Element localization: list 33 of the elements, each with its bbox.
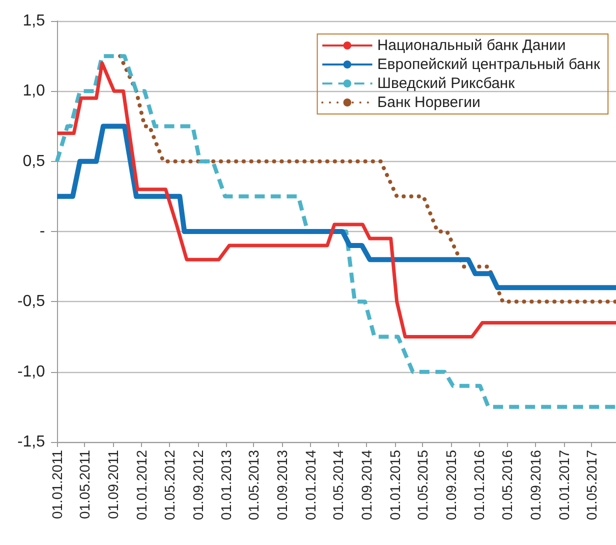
y-tick-label: - <box>40 223 45 240</box>
line-series <box>55 54 616 409</box>
y-tick-label: 1,5 <box>22 12 46 30</box>
x-tick-label: 01.01.2012 <box>133 450 150 520</box>
y-tick-label: -1,5 <box>17 434 46 450</box>
x-tick-label: 01.05.2014 <box>330 450 346 520</box>
y-tick-label: 0,5 <box>22 152 46 170</box>
legend-label: Шведский Риксбанк <box>377 75 516 92</box>
legend-label: Национальный банк Дании <box>377 37 566 54</box>
x-tick-label: 01.05.2015 <box>414 450 430 520</box>
y-tick-label: -1,0 <box>17 363 46 380</box>
x-tick-label: 01.05.2011 <box>76 450 93 520</box>
x-tick-label: 01.01.2015 <box>386 450 403 520</box>
x-tick-label: 01.01.2016 <box>471 450 488 520</box>
y-tick-label: -0,5 <box>17 293 46 310</box>
x-tick-label: 01.01.2017 <box>556 450 572 520</box>
x-tick-label: 01.09.2013 <box>274 450 290 520</box>
line-series <box>118 54 616 304</box>
x-tick-label: 01.05.2017 <box>583 450 600 520</box>
x-tick-label: 01.09.2014 <box>358 450 375 520</box>
legend-label: Европейский центральный банк <box>377 56 600 73</box>
x-tick-label: 01.09.2016 <box>528 450 544 520</box>
x-tick-label: 01.05.2012 <box>161 450 178 520</box>
y-tick-label: 1,0 <box>22 82 46 100</box>
x-tick-label: 01.01.2011 <box>49 450 65 520</box>
x-tick-label: 01.09.2012 <box>190 450 206 520</box>
x-tick-label: 01.01.2013 <box>218 450 234 520</box>
x-tick-label: 01.01.2014 <box>302 450 318 520</box>
x-tick-label: 01.05.2013 <box>246 450 262 520</box>
legend-label: Банк Норвегии <box>377 94 480 111</box>
x-tick-label: 01.05.2016 <box>499 450 516 520</box>
x-tick-label: 01.09.2015 <box>442 450 459 520</box>
x-tick-label: 01.09.2011 <box>105 450 122 520</box>
